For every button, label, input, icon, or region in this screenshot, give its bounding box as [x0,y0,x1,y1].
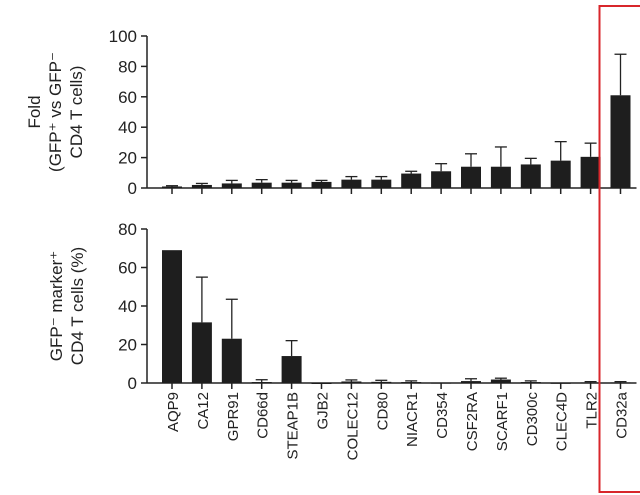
percent-y-tick-label: 40 [118,297,137,316]
fold-y-tick-label: 0 [128,179,137,198]
percent-bar [461,381,481,383]
fold-bar [610,95,631,188]
y-axis-title-line: GFP⁻ marker⁺ [47,251,66,362]
fold-bar [401,173,422,188]
fold-bar [251,182,272,188]
fold-bar [221,183,242,188]
fold-y-tick-label: 80 [118,57,137,76]
fold-y-axis-title: Fold (GFP⁺ vs GFP⁻ CD4 T cells) [25,52,86,172]
percent-y-axis-title: GFP⁻ marker⁺ CD4 T cells (%) [47,247,87,365]
fold-y-tick-label: 40 [118,118,137,137]
percent-bar [610,382,631,384]
fold-bar [281,182,302,188]
fold-bar [311,181,332,188]
fold-y-tick-label: 60 [118,88,137,107]
category-label: GJB2 [315,392,332,430]
category-label: AQP9 [165,392,182,432]
fold-bar [580,156,601,188]
category-label: CSF2RA [464,392,481,451]
category-label: TLR2 [584,392,601,429]
percent-bar [371,381,392,383]
category-label: CD80 [374,392,391,430]
percent-y-tick-label: 80 [118,220,137,239]
fold-bar [341,179,362,188]
y-axis-title-line: (GFP⁺ vs GFP⁻ [46,52,65,172]
category-label: CLEC4D [554,392,571,451]
percent-bar [401,382,422,384]
category-label: COLEC12 [344,392,361,460]
category-label: CA12 [195,392,212,430]
category-labels: AQP9 CA12 GPR91 CD66d STEAP1B GJB2 COLEC12 CD80… [165,391,631,460]
fold-bar [191,184,212,188]
percent-bar [251,382,272,384]
fold-bar [162,186,182,188]
fold-y-tick-label: 100 [109,27,137,46]
fold-bar [520,164,541,188]
percent-bar [191,322,212,383]
y-axis-title-line: CD4 T cells) [67,66,86,159]
category-label: CD300c [524,392,541,447]
percent-bar [221,338,242,383]
category-label: SCARF1 [494,392,511,451]
percent-y-tick-label: 0 [128,374,137,393]
category-label: CD66d [255,392,272,439]
percent-bar [490,379,511,383]
percent-bar [311,383,332,384]
percent-bar [341,381,362,383]
percent-y-tick-label: 20 [118,336,137,355]
fold-bar [461,166,481,188]
percent-bar [431,382,452,384]
cd32a-highlight-box [598,5,640,493]
category-label: CD32a [614,391,631,438]
percent-bar [580,382,601,384]
fold-bar [371,179,392,188]
y-axis-title-line: CD4 T cells (%) [68,247,87,365]
fold-y-tick-label: 20 [118,149,137,168]
fold-bar [550,160,571,188]
category-label: GPR91 [225,392,242,441]
fold-change-chart: 0 20 40 60 80 100 Fold (GFP⁺ vs GFP⁻ CD4 T cells… [25,27,637,198]
category-label: STEAP1B [285,392,302,460]
percent-bar [162,250,182,383]
category-label: NIACR1 [404,392,421,447]
fold-bar [431,171,452,188]
percent-bar [520,382,541,384]
category-label: CD354 [434,392,451,439]
percent-bar [550,382,571,384]
y-axis-title-line: Fold [25,95,44,128]
percent-bar [281,356,302,383]
percent-y-tick-label: 60 [118,259,137,278]
fold-bar [490,166,511,188]
percent-positive-chart: 0 20 40 60 80 GFP⁻ marker⁺ CD4 T cells (%) [47,220,637,393]
